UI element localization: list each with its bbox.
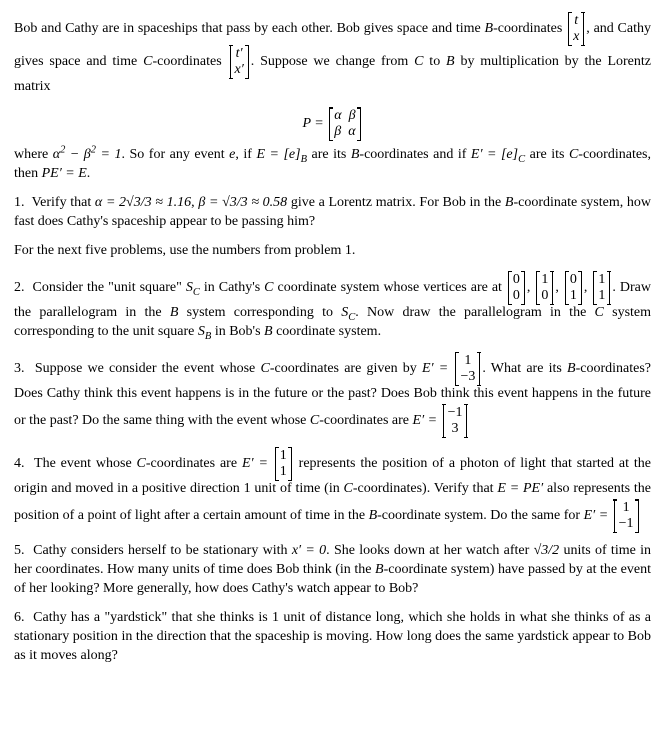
intro-1e: . Suppose we change from xyxy=(251,54,414,69)
problem-5: 5. Cathy considers herself to be station… xyxy=(14,542,651,599)
v-11: 11 xyxy=(593,271,610,304)
v-m1-3: −13 xyxy=(443,404,468,437)
problem-2: 2. Consider the "unit square" SC in Cath… xyxy=(14,271,651,342)
vector-tx: tx xyxy=(568,12,584,45)
E-def: E = [e]B xyxy=(256,147,307,162)
p6-text: Cathy has a "yardstick" that she thinks … xyxy=(14,610,651,663)
v-00: 00 xyxy=(508,271,525,304)
v-1-m1: 1−1 xyxy=(614,499,639,532)
note-line: For the next five problems, use the numb… xyxy=(14,242,651,261)
v-1-1: 11 xyxy=(275,447,292,480)
problem-3: 3. Suppose we consider the event whose C… xyxy=(14,352,651,437)
SC: SC xyxy=(186,280,200,295)
problem-4: 4. The event whose C-coordinates are E′ … xyxy=(14,447,651,532)
p3-num: 3. xyxy=(14,361,25,376)
intro-1f: to xyxy=(423,54,446,69)
alpha-expr: α = 2√3/3 ≈ 1.16 xyxy=(95,195,191,210)
intro-1b: -coordinates xyxy=(493,21,566,36)
problem-1: 1. Verify that α = 2√3/3 ≈ 1.16, β = √3/… xyxy=(14,194,651,232)
sqrt3-over-2: √3/2 xyxy=(534,543,560,558)
v-10: 10 xyxy=(536,271,553,304)
Ep-def: E′ = [e]C xyxy=(471,147,525,162)
vector-tpx: t′x′ xyxy=(230,45,249,78)
condition-paragraph: where α2 − β2 = 1. So for any event e, i… xyxy=(14,146,651,184)
intro-paragraph: Bob and Cathy are in spaceships that pas… xyxy=(14,12,651,97)
p2-num: 2. xyxy=(14,280,25,295)
x-prime-zero: x′ = 0 xyxy=(292,543,326,558)
PE-eq: PE′ = E xyxy=(42,166,87,181)
matrix-P-display: P = α β β α xyxy=(14,107,651,140)
p5-num: 5. xyxy=(14,543,25,558)
coord-B-2: B xyxy=(446,54,455,69)
p6-num: 6. xyxy=(14,610,25,625)
v-01: 01 xyxy=(565,271,582,304)
beta-expr: β = √3/3 ≈ 0.58 xyxy=(198,195,287,210)
p1-num: 1. xyxy=(14,195,25,210)
p4-num: 4. xyxy=(14,456,25,471)
SB: SB xyxy=(198,324,211,339)
problem-6: 6. Cathy has a "yardstick" that she thin… xyxy=(14,609,651,666)
v-1-m3: 1−3 xyxy=(455,352,480,385)
alpha-beta-cond: α2 − β2 = 1 xyxy=(53,147,122,162)
intro-1a: Bob and Cathy are in spaceships that pas… xyxy=(14,21,485,36)
intro-1d: -coordinates xyxy=(152,54,227,69)
P-label: P = xyxy=(302,116,323,131)
coord-B-1: B xyxy=(485,21,494,36)
matrix-P: α β β α xyxy=(329,107,360,140)
